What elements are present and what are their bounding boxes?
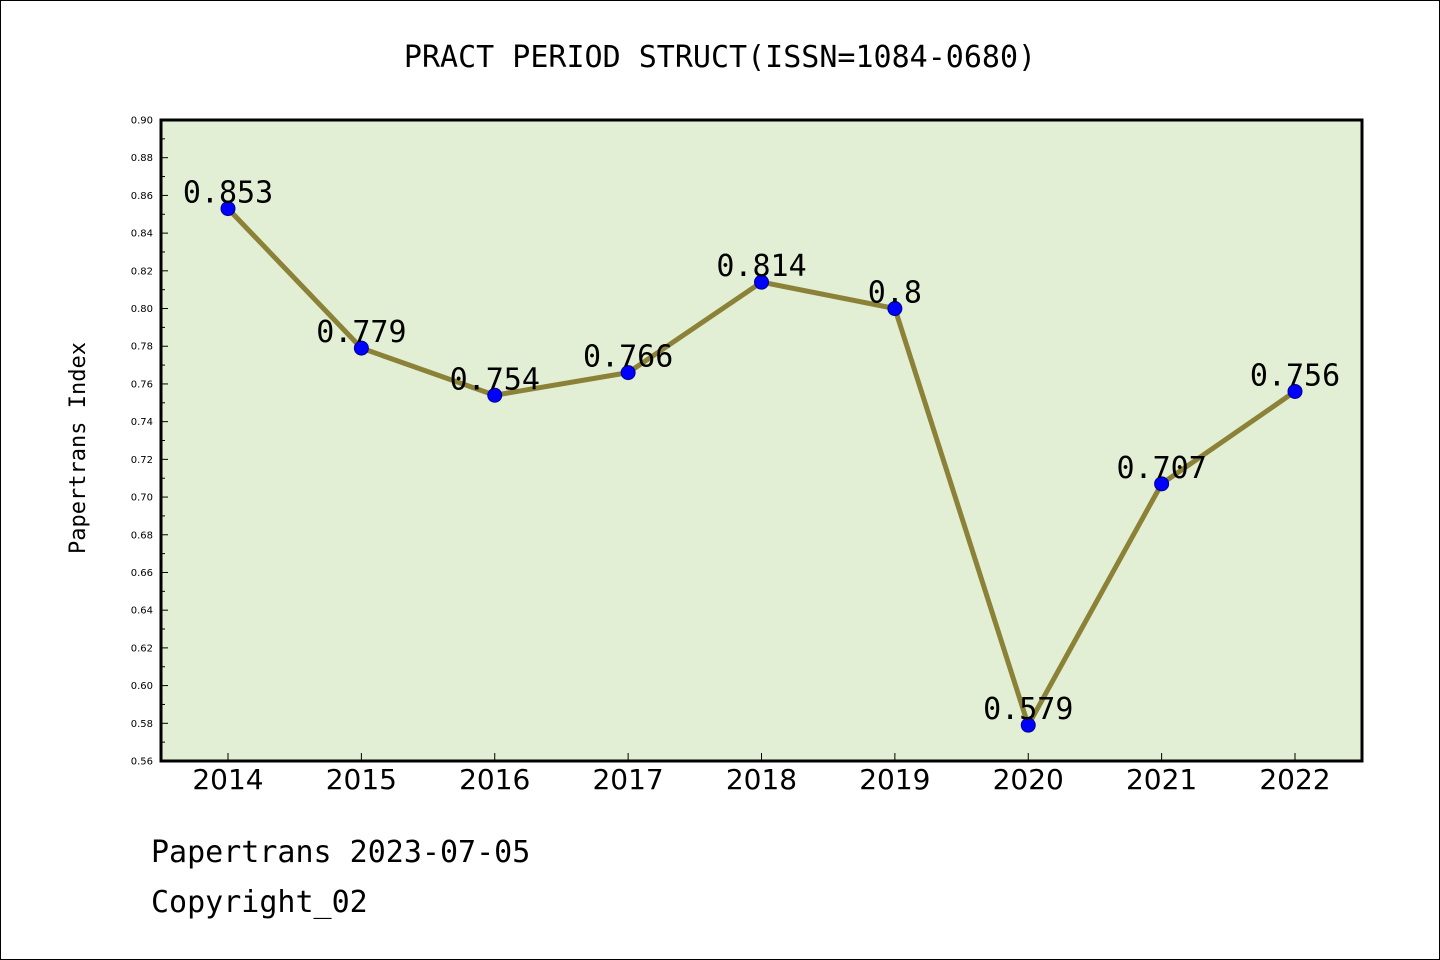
x-tick-label: 2014	[192, 763, 263, 796]
y-axis-label: Papertrans Index	[66, 342, 91, 554]
y-tick-label: 0.62	[131, 643, 153, 654]
y-tick-label: 0.60	[131, 681, 153, 692]
data-point	[1020, 717, 1036, 733]
x-tick-label: 2018	[726, 763, 797, 796]
footer-copyright: Copyright_02	[151, 885, 368, 920]
y-tick-label: 0.80	[131, 304, 153, 315]
plot-area	[159, 118, 1364, 763]
data-point	[1287, 383, 1303, 399]
x-tick-label: 2020	[993, 763, 1064, 796]
data-label: 0.707	[1116, 451, 1206, 486]
data-point	[353, 340, 369, 356]
y-tick-label: 0.82	[131, 266, 153, 277]
y-tick-label: 0.84	[131, 229, 153, 240]
x-tick-label: 2015	[326, 763, 397, 796]
y-axis: 0.56 0.58 0.60 0.62 0.64 0.66 0.68 0.70 0.72 0.74…	[131, 116, 168, 768]
data-point	[487, 387, 503, 403]
data-label: 0.756	[1250, 358, 1340, 393]
y-tick-label: 0.68	[131, 530, 153, 541]
footer-date: Papertrans 2023-07-05	[151, 835, 531, 870]
y-tick-label: 0.78	[131, 342, 153, 353]
y-tick-label: 0.72	[131, 455, 153, 466]
data-point	[754, 274, 769, 290]
y-tick-label: 0.76	[131, 379, 153, 390]
data-label: 0.579	[983, 692, 1073, 727]
data-point	[620, 365, 636, 381]
x-tick-label: 2022	[1259, 763, 1330, 796]
series-group: 0.853 0.779 0.754 0.766 0.814 0.8 0.579 0.707 0.…	[183, 176, 1340, 733]
data-label: 0.814	[716, 249, 806, 284]
data-point	[220, 201, 236, 217]
y-tick-label: 0.56	[131, 757, 153, 768]
x-axis: 2014 2015 2016 2017 2018 2019 2020 2021 2022	[192, 753, 1331, 796]
data-point	[887, 301, 903, 317]
data-label: 0.754	[450, 362, 540, 397]
data-label: 0.779	[316, 315, 406, 350]
y-tick-label: 0.66	[131, 568, 153, 579]
y-tick-label: 0.86	[131, 191, 153, 202]
x-tick-label: 2021	[1126, 763, 1197, 796]
x-tick-label: 2017	[592, 763, 663, 796]
x-tick-label: 2019	[859, 763, 930, 796]
y-tick-label: 0.88	[131, 153, 153, 164]
y-tick-label: 0.58	[131, 719, 153, 730]
data-label: 0.853	[183, 176, 273, 211]
data-point	[1154, 476, 1170, 492]
chart-title: PRACT PERIOD STRUCT(ISSN=1084-0680)	[404, 40, 1036, 75]
data-label: 0.766	[583, 340, 673, 375]
y-tick-label: 0.74	[131, 417, 153, 428]
y-tick-label: 0.70	[131, 493, 153, 504]
x-tick-label: 2016	[459, 763, 530, 796]
data-label: 0.8	[868, 276, 922, 311]
y-tick-label: 0.90	[131, 116, 153, 127]
y-tick-label: 0.64	[131, 606, 153, 617]
